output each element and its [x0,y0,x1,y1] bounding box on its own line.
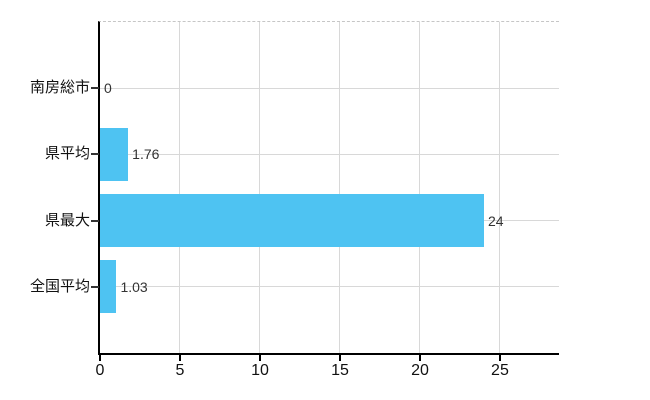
x-axis-tick [258,355,261,361]
y-axis-tick [91,285,99,288]
y-axis-tick [91,153,99,156]
bar-value-label: 24 [487,212,504,229]
x-axis-tick [99,355,101,361]
gridline-vertical [498,22,500,353]
x-axis-tick [178,355,181,361]
gridline-vertical [338,22,340,353]
bar-value-label: 1.03 [120,278,148,295]
bar [100,194,484,248]
plot-area: 0 1.76 24 1.03 [98,21,559,355]
y-axis-category-label: 県最大 [44,211,90,229]
y-axis-tick [91,219,99,222]
gridline-horizontal [100,286,559,287]
x-axis-tick-label: 10 [251,362,269,379]
gridline-vertical [258,22,260,353]
gridline-horizontal [100,88,559,89]
y-axis-category-label: 全国平均 [29,277,90,295]
y-axis-category-label: 南房総市 [29,79,90,97]
gridline-horizontal [100,154,559,155]
x-axis-tick-label: 5 [175,362,185,379]
bar-value-label: 0 [104,80,112,97]
bar [100,127,129,181]
gridline-vertical [418,22,420,353]
x-axis-tick-label: 25 [491,362,509,379]
x-axis-tick-label: 0 [95,362,105,379]
bar [100,260,117,314]
x-axis-tick [418,355,421,361]
gridline-vertical [178,22,180,353]
x-axis-tick-label: 15 [331,362,349,379]
x-axis-tick [338,355,341,361]
x-axis-tick [498,355,501,361]
bar-value-label: 1.76 [132,146,160,163]
y-axis-category-label: 県平均 [44,145,90,163]
y-axis-tick [91,87,99,90]
x-axis-tick-label: 20 [411,362,429,379]
